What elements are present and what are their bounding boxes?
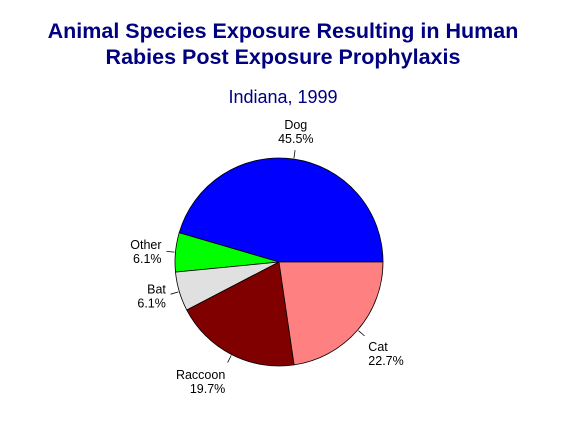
pie-slice-cat: [278, 261, 384, 366]
chart-title: Animal Species Exposure Resulting in Hum…: [0, 18, 566, 70]
slice-label-bat: Bat: [147, 283, 166, 297]
slice-value-dog: 45.5%: [278, 132, 313, 146]
slice-value-bat: 6.1%: [137, 297, 166, 311]
pie-labels: Dog45.5%Other6.1%Bat6.1%Raccoon19.7%Cat2…: [130, 118, 403, 396]
leader-line-raccoon: [227, 355, 232, 363]
pie-slices: [174, 157, 384, 367]
slice-value-cat: 22.7%: [368, 354, 403, 368]
slice-label-other: Other: [130, 238, 161, 252]
slice-label-cat: Cat: [368, 340, 388, 354]
pie-slice-dog: [178, 157, 384, 263]
chart-title-line-2: Rabies Post Exposure Prophylaxis: [105, 45, 461, 69]
slice-label-raccoon: Raccoon: [176, 368, 225, 382]
leader-line-cat: [358, 330, 365, 337]
slice-value-raccoon: 19.7%: [190, 382, 225, 396]
slice-label-dog: Dog: [284, 118, 307, 132]
pie-slice-raccoon: [186, 261, 295, 367]
leader-line-other: [166, 250, 175, 253]
chart-title-line-1: Animal Species Exposure Resulting in Hum…: [47, 19, 519, 43]
slice-value-other: 6.1%: [133, 252, 162, 266]
leader-line-bat: [170, 291, 179, 295]
pie-leader-lines: [166, 150, 365, 363]
leader-line-dog: [293, 150, 296, 159]
chart-subtitle: Indiana, 1999: [228, 87, 338, 107]
